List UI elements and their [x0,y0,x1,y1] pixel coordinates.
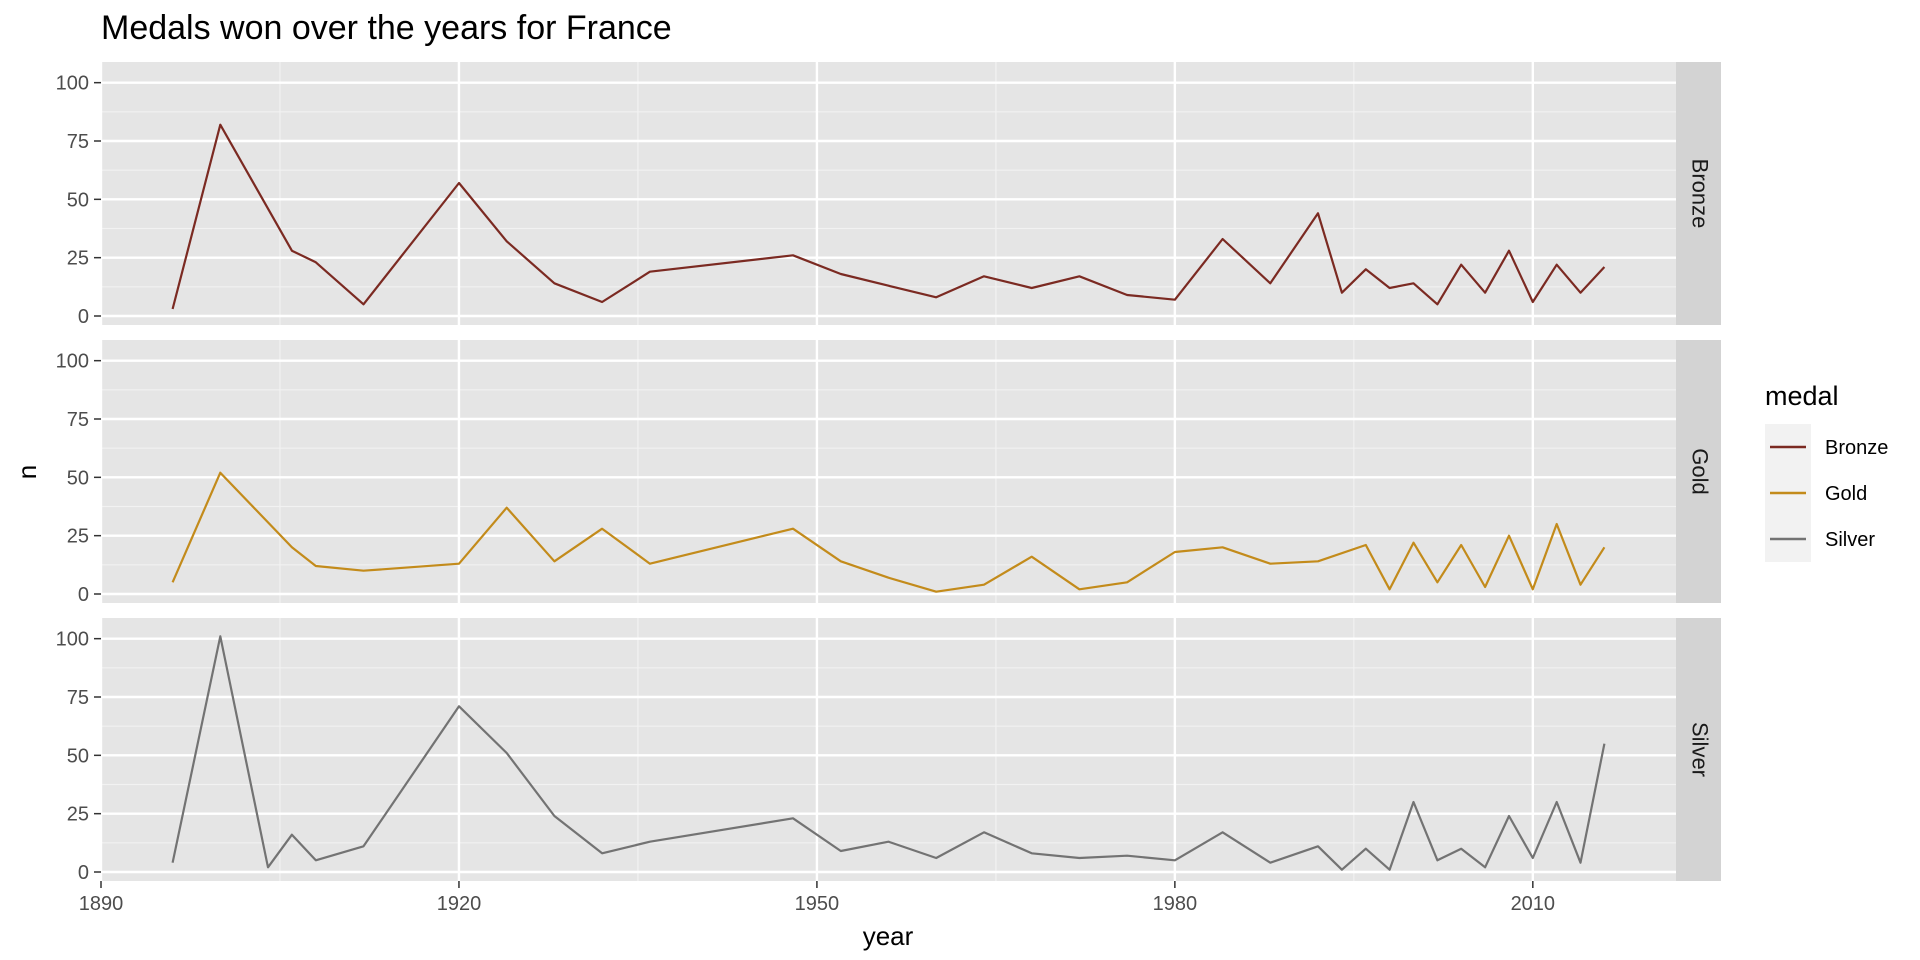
y-tick-label: 75 [67,409,89,431]
facet-panel-bronze: 0 25 50 75 100 Bronze [56,62,1721,328]
y-tick-label: 50 [67,467,89,489]
y-tick-label: 25 [67,248,89,270]
x-tick-label: 1890 [79,893,124,915]
y-tick-label: 100 [56,351,89,373]
y-tick-label: 50 [67,189,89,211]
y-tick-label: 75 [67,131,89,153]
y-tick-label: 25 [67,526,89,548]
y-tick-label: 50 [67,745,89,767]
legend-label: Bronze [1825,437,1888,459]
series-line-gold [171,471,1606,593]
facet-strip [1676,618,1721,881]
panel-background [101,340,1676,603]
facet-strip-label: Bronze [1688,159,1713,229]
legend: medal Bronze Gold Silver [1765,381,1888,562]
facet-strip [1676,62,1721,325]
y-axis-title: n [12,465,42,479]
x-tick-label: 2010 [1511,893,1556,915]
legend-item-silver: Silver [1765,516,1875,562]
panel-background [101,62,1676,325]
x-axis: 1890 1920 1950 1980 2010 [79,881,1555,915]
y-tick-label: 0 [78,584,89,606]
legend-label: Gold [1825,483,1867,505]
x-axis-title: year [863,921,914,951]
x-tick-label: 1950 [795,893,840,915]
x-tick-label: 1980 [1153,893,1198,915]
legend-item-gold: Gold [1765,470,1867,516]
facet-strip-label: Silver [1688,722,1713,777]
facet-panel-silver: 0 25 50 75 100 Silver [56,618,1721,884]
legend-item-bronze: Bronze [1765,424,1888,470]
facet-strip [1676,340,1721,603]
legend-title: medal [1765,381,1839,411]
y-tick-label: 75 [67,687,89,709]
y-tick-label: 100 [56,73,89,95]
facet-panel-gold: 0 25 50 75 100 Gold [56,340,1721,606]
facet-panels: 0 25 50 75 100 Bronze 0 25 50 75 100 Gold 0 25 50 75 100… [56,62,1721,884]
legend-label: Silver [1825,529,1875,551]
series-line-bronze [171,123,1606,310]
y-tick-label: 0 [78,862,89,884]
y-tick-label: 25 [67,804,89,826]
y-tick-label: 0 [78,306,89,328]
series-line-silver [171,635,1606,871]
chart-title: Medals won over the years for France [101,9,672,47]
x-tick-label: 1920 [437,893,482,915]
panel-background [101,618,1676,881]
legend-keys: Bronze Gold Silver [1765,424,1888,562]
facet-strip-label: Gold [1688,448,1713,494]
y-tick-label: 100 [56,629,89,651]
